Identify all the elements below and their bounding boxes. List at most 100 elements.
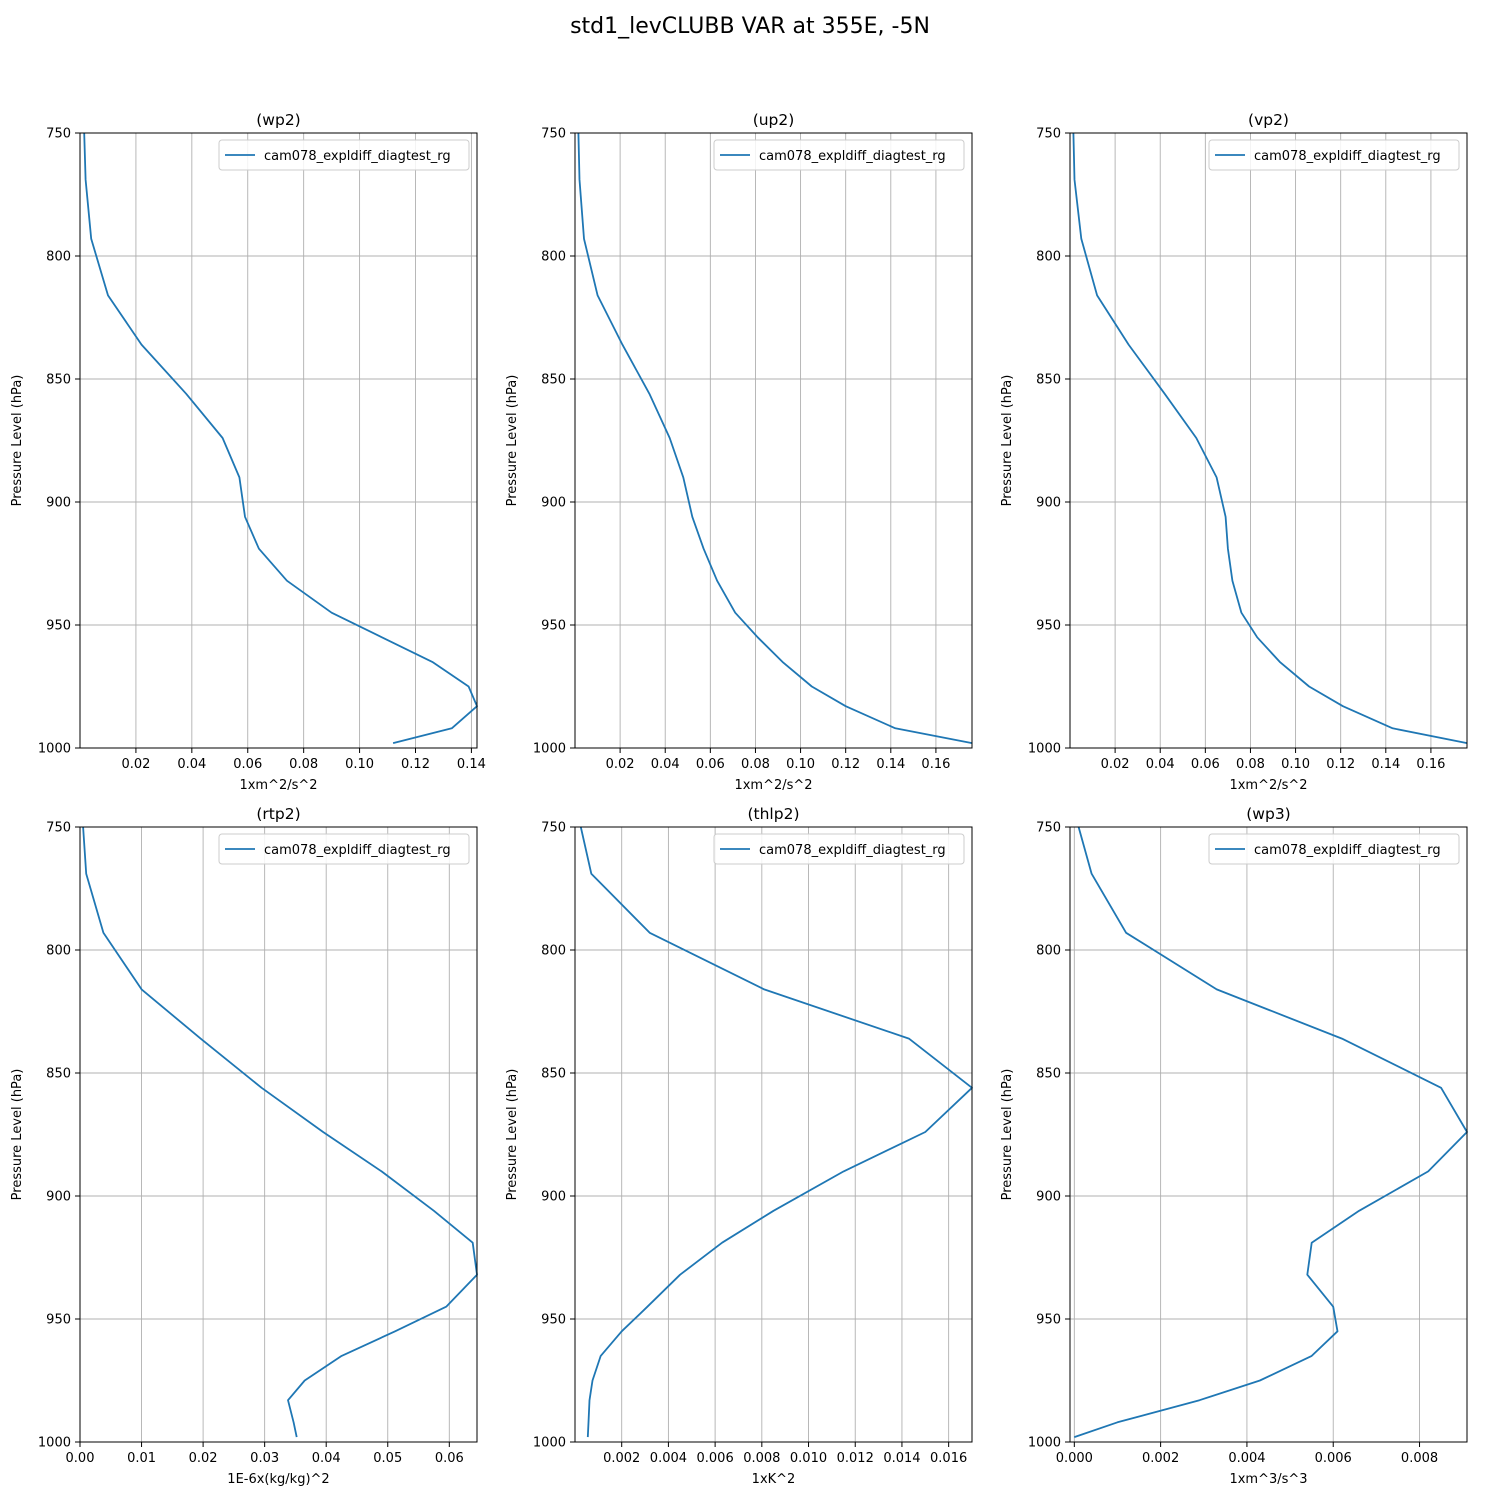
y-axis-label: Pressure Level (hPa) <box>505 1069 520 1201</box>
y-tick-label: 750 <box>541 821 566 836</box>
y-tick-label: 1000 <box>38 742 71 757</box>
x-tick-label: 0.04 <box>177 757 206 772</box>
y-tick-label: 900 <box>46 1190 71 1205</box>
y-tick-label: 850 <box>541 1067 566 1082</box>
series-line-1 <box>1074 826 1468 1438</box>
y-tick-label: 900 <box>46 496 71 511</box>
y-tick-label: 950 <box>541 619 566 634</box>
x-tick-label: 0.10 <box>1281 757 1310 772</box>
x-tick-label: 0.06 <box>1191 757 1220 772</box>
x-tick-label: 0.16 <box>921 757 950 772</box>
x-axis-label: 1xm^2/s^2 <box>1229 778 1307 793</box>
y-tick-label: 800 <box>541 944 566 959</box>
legend: cam078_expldiff_diagtest_rg <box>1208 139 1460 171</box>
x-tick-label: 0.04 <box>651 757 680 772</box>
x-tick-label: 0.016 <box>930 1451 967 1466</box>
x-tick-label: 0.12 <box>401 757 430 772</box>
legend: cam078_expldiff_diagtest_rg <box>713 833 965 865</box>
legend-box <box>1208 139 1460 171</box>
chart-title: (wp3) <box>1246 805 1290 823</box>
x-tick-label: 0.000 <box>1056 1451 1093 1466</box>
x-tick-label: 0.02 <box>1101 757 1130 772</box>
y-tick-label: 800 <box>541 250 566 265</box>
x-tick-label: 0.004 <box>1228 1451 1265 1466</box>
x-tick-label: 0.008 <box>743 1451 780 1466</box>
legend-box <box>713 139 965 171</box>
x-tick-label: 0.00 <box>66 1451 95 1466</box>
y-axis-label: Pressure Level (hPa) <box>10 375 25 507</box>
x-tick-label: 0.14 <box>876 757 905 772</box>
legend-entry: cam078_expldiff_diagtest_rg <box>1254 843 1441 858</box>
x-tick-label: 0.010 <box>790 1451 827 1466</box>
x-tick-label: 0.006 <box>1315 1451 1352 1466</box>
y-tick-label: 950 <box>46 619 71 634</box>
x-tick-label: 0.14 <box>457 757 486 772</box>
y-tick-label: 900 <box>541 1190 566 1205</box>
y-tick-label: 800 <box>1036 250 1061 265</box>
x-tick-label: 0.16 <box>1416 757 1445 772</box>
x-tick-label: 0.12 <box>831 757 860 772</box>
legend-entry: cam078_expldiff_diagtest_rg <box>759 843 946 858</box>
y-tick-label: 750 <box>541 127 566 142</box>
x-tick-label: 0.04 <box>312 1451 341 1466</box>
y-axis-label: Pressure Level (hPa) <box>10 1069 25 1201</box>
y-tick-label: 1000 <box>533 1436 566 1451</box>
x-tick-label: 0.05 <box>373 1451 402 1466</box>
chart-panel-3: 0.02 0.04 0.06 0.08 0.10 0.12 0.14 0.16 750 800 85… <box>1000 111 1468 793</box>
y-tick-label: 850 <box>46 373 71 388</box>
x-tick-label: 0.002 <box>1142 1451 1179 1466</box>
y-tick-label: 750 <box>1036 821 1061 836</box>
y-tick-label: 1000 <box>38 1436 71 1451</box>
series-line-1 <box>579 826 973 1438</box>
legend-entry: cam078_expldiff_diagtest_rg <box>264 149 451 164</box>
chart-title: (vp2) <box>1248 111 1289 129</box>
x-tick-label: 0.004 <box>650 1451 687 1466</box>
chart-panel-5: 0.002 0.004 0.006 0.008 0.010 0.012 0.014 0.016… <box>505 805 973 1487</box>
x-axis-label: 1xm^3/s^3 <box>1229 1472 1307 1487</box>
y-tick-label: 800 <box>1036 944 1061 959</box>
axes-frame <box>1069 132 1468 749</box>
y-tick-label: 900 <box>1036 1190 1061 1205</box>
x-tick-label: 0.01 <box>127 1451 156 1466</box>
x-tick-label: 0.08 <box>289 757 318 772</box>
x-tick-label: 0.06 <box>696 757 725 772</box>
series-line-1 <box>1072 132 1468 744</box>
chart-title: (thlp2) <box>747 805 799 823</box>
legend-box <box>218 139 470 171</box>
chart-title: (wp2) <box>256 111 300 129</box>
y-tick-label: 950 <box>1036 619 1061 634</box>
series-line-1 <box>82 826 478 1438</box>
y-tick-label: 950 <box>46 1313 71 1328</box>
x-tick-label: 0.10 <box>345 757 374 772</box>
x-tick-label: 0.14 <box>1371 757 1400 772</box>
x-axis-label: 1xm^2/s^2 <box>239 778 317 793</box>
y-tick-label: 800 <box>46 250 71 265</box>
axes-frame <box>79 826 478 1443</box>
x-tick-label: 0.06 <box>435 1451 464 1466</box>
x-tick-label: 0.10 <box>786 757 815 772</box>
chart-title: (up2) <box>753 111 795 129</box>
y-tick-label: 900 <box>1036 496 1061 511</box>
x-tick-label: 0.02 <box>121 757 150 772</box>
x-tick-label: 0.014 <box>883 1451 920 1466</box>
x-tick-label: 0.002 <box>603 1451 640 1466</box>
chart-panel-4: 0.00 0.01 0.02 0.03 0.04 0.05 0.06 750 800 850 900… <box>10 805 478 1487</box>
x-axis-label: 1xm^2/s^2 <box>734 778 812 793</box>
y-axis-label: Pressure Level (hPa) <box>505 375 520 507</box>
y-tick-label: 1000 <box>1028 742 1061 757</box>
y-tick-label: 850 <box>46 1067 71 1082</box>
legend: cam078_expldiff_diagtest_rg <box>1208 833 1460 865</box>
chart-panel-1: 0.02 0.04 0.06 0.08 0.10 0.12 0.14 750 800 850 900… <box>10 111 486 793</box>
legend-box <box>1208 833 1460 865</box>
legend: cam078_expldiff_diagtest_rg <box>218 139 470 171</box>
x-tick-label: 0.006 <box>697 1451 734 1466</box>
legend-entry: cam078_expldiff_diagtest_rg <box>759 149 946 164</box>
legend: cam078_expldiff_diagtest_rg <box>218 833 470 865</box>
legend-box <box>713 833 965 865</box>
y-tick-label: 750 <box>1036 127 1061 142</box>
y-tick-label: 1000 <box>533 742 566 757</box>
x-tick-label: 0.02 <box>189 1451 218 1466</box>
y-tick-label: 950 <box>541 1313 566 1328</box>
axes-frame <box>1069 826 1468 1443</box>
